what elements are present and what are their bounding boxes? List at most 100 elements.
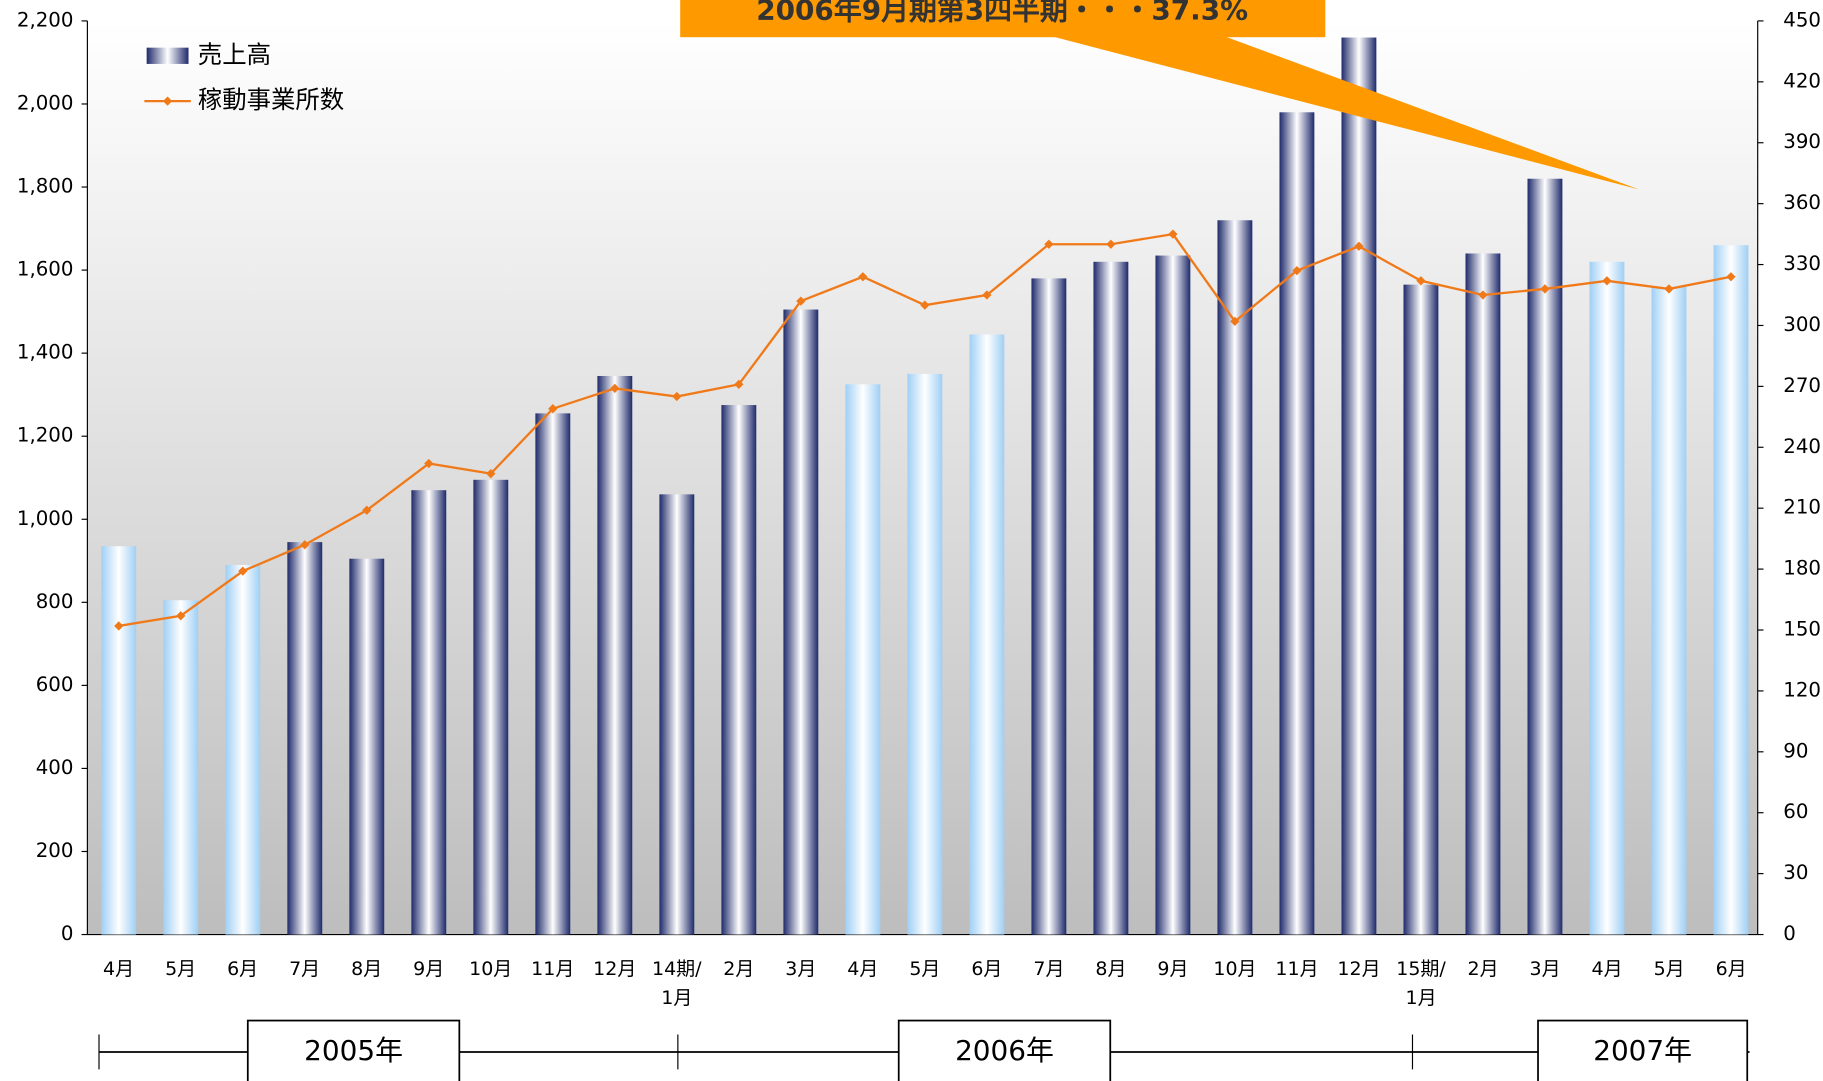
- y2-tick-label: 420: [1783, 69, 1821, 92]
- legend-label: 売上高: [198, 40, 271, 69]
- y-tick-label: 1,800: [17, 175, 74, 198]
- x-tick-label: 7月: [1033, 957, 1065, 980]
- y2-tick-label: 30: [1783, 861, 1808, 884]
- period-box: [1537, 1019, 1749, 1081]
- x-tick-label: 7月: [289, 957, 321, 980]
- line-marker: [1230, 316, 1240, 327]
- period-label: 2006年: [955, 1034, 1054, 1067]
- y2-tick-label: 300: [1783, 313, 1821, 336]
- line-marker: [982, 290, 992, 300]
- bar: [907, 373, 943, 935]
- x-tick-label: 3月: [785, 957, 817, 980]
- x-tick-label: 6月: [971, 957, 1003, 980]
- x-tick-label: 9月: [413, 957, 445, 980]
- x-tick-label: 10月: [1213, 957, 1257, 980]
- x-tick-label: 9月: [1157, 957, 1189, 980]
- bar: [1093, 261, 1129, 935]
- y-tick-label: 800: [36, 590, 74, 613]
- x-tick-label: 8月: [351, 957, 383, 980]
- line-marker: [920, 300, 930, 310]
- x-tick-label: 14期/ 1月: [651, 957, 702, 1009]
- x-tick-label: 11月: [1275, 957, 1319, 980]
- period-label: 2005年: [304, 1034, 403, 1067]
- x-tick-label: 8月: [1095, 957, 1127, 980]
- legend-label: 稼動事業所数: [198, 85, 344, 114]
- bar: [1031, 278, 1067, 935]
- y2-tick-label: 270: [1783, 374, 1821, 397]
- line-marker: [1416, 276, 1426, 286]
- y-tick-label: 2,000: [17, 91, 74, 114]
- bar: [1713, 245, 1749, 935]
- callout-text: 2006年9月期第3四半期・・・37.3%: [756, 0, 1248, 27]
- line-marker: [1726, 272, 1736, 282]
- line-marker: [734, 379, 744, 389]
- line-marker: [858, 272, 868, 282]
- x-tick-label: 6月: [227, 957, 259, 980]
- bar: [163, 600, 199, 935]
- y-tick-label: 400: [36, 756, 74, 779]
- y2-tick-label: 210: [1783, 496, 1821, 519]
- bar: [1651, 286, 1687, 935]
- bar: [1589, 261, 1625, 935]
- y2-tick-label: 150: [1783, 618, 1821, 641]
- y-tick-label: 1,600: [17, 258, 74, 281]
- y2-tick-label: 120: [1783, 678, 1821, 701]
- line-marker: [1540, 284, 1550, 294]
- y2-tick-label: 450: [1783, 8, 1821, 31]
- x-tick-label: 5月: [1653, 957, 1685, 980]
- line-marker: [1106, 239, 1116, 249]
- x-tick-label: 3月: [1529, 957, 1561, 980]
- bar: [411, 490, 447, 935]
- y2-tick-label: 90: [1783, 739, 1808, 762]
- line-marker: [1478, 290, 1488, 300]
- y2-tick-label: 0: [1783, 922, 1796, 945]
- line-marker: [238, 566, 248, 576]
- period-box: [897, 1019, 1112, 1081]
- y2-tick-label: 180: [1783, 557, 1821, 580]
- bar: [597, 375, 633, 935]
- x-tick-label: 4月: [1591, 957, 1623, 980]
- legend-marker: [162, 96, 173, 106]
- line-marker: [548, 404, 558, 414]
- x-tick-label: 2月: [1467, 957, 1499, 980]
- callout-box: [680, 0, 1326, 38]
- bar: [225, 564, 261, 935]
- y-tick-label: 1,200: [17, 424, 74, 447]
- x-tick-label: 4月: [103, 957, 135, 980]
- period-label: 2007年: [1593, 1034, 1692, 1067]
- bar: [101, 546, 137, 935]
- bar: [1217, 220, 1253, 935]
- bar: [1341, 37, 1377, 935]
- y-tick-label: 600: [36, 673, 74, 696]
- bar: [1403, 284, 1439, 935]
- y-tick-label: 2,200: [17, 8, 74, 31]
- line-marker: [176, 611, 186, 621]
- line-marker: [610, 383, 620, 394]
- y2-tick-label: 360: [1783, 191, 1821, 214]
- line-marker: [796, 296, 806, 306]
- bar: [969, 334, 1005, 935]
- bar: [535, 413, 571, 935]
- x-tick-label: 12月: [593, 957, 637, 980]
- bar: [721, 405, 757, 935]
- x-tick-label: 5月: [165, 957, 197, 980]
- line-marker: [1044, 239, 1054, 249]
- legend-swatch: [146, 47, 189, 64]
- y-tick-label: 200: [36, 839, 74, 862]
- bar: [1465, 253, 1501, 935]
- y2-tick-label: 240: [1783, 435, 1821, 458]
- line-marker: [1602, 276, 1612, 286]
- bar: [1279, 112, 1315, 935]
- y-tick-label: 0: [61, 922, 74, 945]
- bar: [845, 384, 881, 935]
- period-box: [246, 1019, 461, 1081]
- x-tick-label: 15期/ 1月: [1396, 957, 1446, 1009]
- bar: [287, 542, 323, 935]
- bar: [783, 309, 819, 935]
- line-marker: [1168, 229, 1178, 239]
- bar: [1155, 255, 1191, 935]
- x-tick-label: 6月: [1715, 957, 1747, 980]
- x-tick-label: 5月: [909, 957, 941, 980]
